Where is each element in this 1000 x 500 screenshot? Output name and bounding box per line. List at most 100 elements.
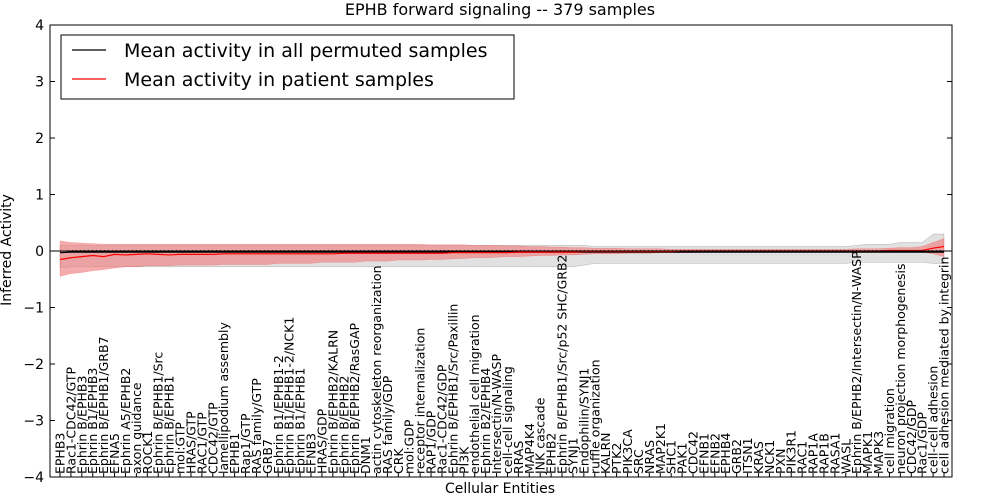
- x-tick-label: EFNA5: [107, 433, 122, 474]
- x-tick-label: Ephrin A5/EPHB2: [118, 368, 133, 474]
- x-tick-label: PTK2: [609, 443, 624, 474]
- x-tick-label: neuron projection morphogenesis: [893, 263, 908, 474]
- plot-area: [50, 233, 952, 277]
- x-tick-label: RASA1: [827, 433, 842, 474]
- x-tick-label: Ephrin B/EPHB2/Intersectin/N-WASP: [849, 251, 864, 474]
- x-tick-label: ruffle organization: [587, 359, 602, 474]
- y-tick-label: −1: [23, 301, 44, 317]
- x-tick-label: Ephrin B1/EPHB3: [85, 368, 100, 474]
- x-tick-label: Rac1-CDC42/GTP: [63, 367, 78, 474]
- x-tick-label: KRAS: [751, 441, 766, 474]
- x-tick-label: MAP2K1: [653, 423, 668, 474]
- legend-box: [60, 34, 515, 100]
- x-axis-label: Cellular Entities: [445, 481, 555, 497]
- x-tick-label: EFNB3: [304, 433, 319, 474]
- x-tick-label: Ephrin B1/EPHB1: [293, 368, 308, 474]
- x-tick-label: HRAS/GDP: [314, 408, 329, 474]
- y-tick-label: 0: [35, 244, 44, 260]
- x-tick-label: actin cytoskeleton reorganization: [369, 265, 384, 474]
- chart-title: EPHB forward signaling -- 379 samples: [345, 0, 655, 19]
- x-tick-label: CDC42/GTP: [205, 402, 220, 474]
- x-tick-label: RAS family/GDP: [380, 375, 395, 474]
- plot-frame: [49, 24, 953, 478]
- x-tick-label: EPHB3: [53, 433, 68, 474]
- x-tick-label: PAK1: [675, 443, 690, 474]
- legend: Mean activity in all permuted samples Me…: [60, 34, 515, 100]
- y-axis-ticks: 4 3 2 1 0 −1 −2 −3 −4: [23, 18, 952, 486]
- x-tick-label: cell adhesion mediated by integrin: [937, 257, 952, 474]
- x-tick-label: cell-cell signaling: [500, 366, 515, 474]
- x-tick-label: lamellipodium assembly: [216, 322, 231, 474]
- x-tick-label: endothelial cell migration: [467, 314, 482, 474]
- x-tick-label: mol:GDP: [402, 419, 417, 474]
- x-tick-label: MAPK1: [860, 431, 875, 474]
- y-tick-label: 3: [35, 75, 44, 91]
- x-tick-label: RAP1B: [816, 433, 831, 474]
- x-tick-label: EPHB1: [227, 433, 242, 474]
- x-tick-label: CRK: [391, 448, 406, 474]
- y-tick-label: −3: [23, 414, 44, 430]
- x-tick-label: RRAS: [511, 441, 526, 474]
- y-tick-label: 1: [35, 188, 44, 204]
- x-tick-label: PI3K: [456, 446, 471, 474]
- x-tick-label: CDC42/GDP: [904, 399, 919, 474]
- x-tick-label: CDC42: [685, 431, 700, 474]
- x-tick-label: axon guidance: [129, 382, 144, 474]
- x-tick-label: PIK3CA: [620, 429, 635, 474]
- band-patient: [59, 238, 945, 277]
- x-tick-label: Intersectin/N-WASP: [489, 354, 504, 474]
- x-tick-label: GRB2: [729, 439, 744, 474]
- x-tick-label: Ephrin B/EPHB3: [74, 376, 89, 474]
- x-tick-label: receptor internalization: [413, 328, 428, 474]
- x-tick-label: Ephrin B/EPHB1/Src/p52 SHC/GRB2: [555, 255, 570, 475]
- x-tick-label: NCK1: [762, 440, 777, 474]
- x-tick-label: RAP1/GDP: [424, 410, 439, 474]
- x-tick-label: MAP4K4: [522, 423, 537, 474]
- x-tick-label: Rap1/GTP: [238, 413, 253, 474]
- x-tick-label: RAP1A: [806, 433, 821, 474]
- x-tick-label: NRAS: [642, 440, 657, 474]
- x-tick-label: RAC1: [795, 441, 810, 474]
- x-tick-label: Ephrin B1/EPHB1-2: [271, 355, 286, 474]
- y-tick-label: 4: [35, 18, 44, 34]
- x-tick-label: ROCK1: [140, 431, 155, 474]
- x-tick-label: MAPK3: [871, 431, 886, 474]
- y-tick-label: −4: [23, 470, 44, 486]
- x-tick-label: GRB7: [260, 439, 275, 474]
- x-tick-label: cell-cell adhesion: [926, 366, 941, 474]
- x-tick-label: ITSN1: [740, 437, 755, 474]
- x-tick-label: mol:GTP: [173, 422, 188, 474]
- x-tick-label: Ephrin B/EPHB2/RasGAP: [347, 323, 362, 474]
- x-tick-label: EPHB4: [718, 433, 733, 474]
- x-tick-label: EFNB1: [696, 433, 711, 474]
- x-tick-label: RAS family/GTP: [249, 378, 264, 474]
- x-tick-label: Ephrin B/EPHB1: [162, 376, 177, 474]
- x-tick-label: SRC: [631, 449, 646, 474]
- x-tick-label: SHC1: [664, 440, 679, 474]
- x-tick-label: WASL: [838, 439, 853, 474]
- x-tick-label: JNK cascade: [533, 397, 548, 475]
- x-tick-label: Ephrin B1/EPHB1-2/NCK1: [282, 317, 297, 474]
- x-tick-label: cell migration: [882, 388, 897, 474]
- x-tick-label: EPHB2: [544, 433, 559, 474]
- x-tick-label: Ephrin B/EPHB1/GRB7: [96, 336, 111, 474]
- y-tick-label: −2: [23, 357, 44, 373]
- x-tick-label: KALRN: [598, 432, 613, 474]
- x-tick-label: Ephrin B/EPHB2: [336, 376, 351, 474]
- x-tick-label: Endophilin/SYNJ1: [576, 368, 591, 474]
- legend-label-patient: Mean activity in patient samples: [124, 69, 434, 91]
- x-tick-label: Ephrin B2/EPHB4: [478, 368, 493, 474]
- y-axis-label: Inferred Activity: [0, 194, 15, 306]
- x-tick-label: Rac1-CDC42/GDP: [434, 364, 449, 474]
- x-tick-label: Ephrin B/EPHB2/KALRN: [325, 330, 340, 474]
- x-tick-label: PIK3R1: [784, 430, 799, 474]
- x-tick-label: PXN: [773, 449, 788, 474]
- x-tick-label: EFNB2: [707, 433, 722, 474]
- x-tick-label: Ephrin B/EPHB1/Src/Paxillin: [445, 304, 460, 474]
- x-tick-label: RAC1/GTP: [194, 412, 209, 474]
- x-tick-label: DNM1: [358, 436, 373, 474]
- x-tick-label: SYNJ1: [565, 437, 580, 474]
- x-tick-label: Rac1/GDP: [915, 412, 930, 474]
